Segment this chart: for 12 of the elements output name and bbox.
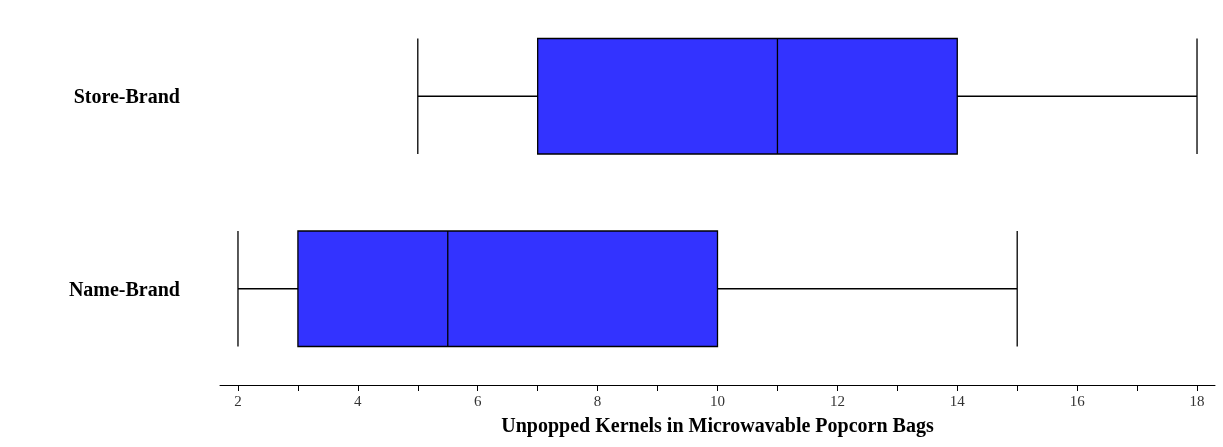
y-tick-label: Name-Brand [68, 277, 180, 300]
x-tick-label: 18 [1189, 392, 1205, 409]
y-tick-label: Store-Brand [73, 85, 180, 108]
x-tick-label: 12 [829, 392, 845, 409]
x-tick-label: 16 [1069, 392, 1086, 409]
x-tick-label: 10 [710, 392, 725, 409]
x-tick-label: 6 [473, 392, 482, 409]
x-tick-label: 2 [234, 392, 242, 409]
x-tick-label: 8 [593, 392, 602, 409]
x-axis-title: Unpopped Kernels in Microwavable Popcorn Bags [501, 414, 934, 437]
x-tick-label: 14 [949, 392, 966, 409]
x-tick-label: 4 [354, 392, 363, 409]
